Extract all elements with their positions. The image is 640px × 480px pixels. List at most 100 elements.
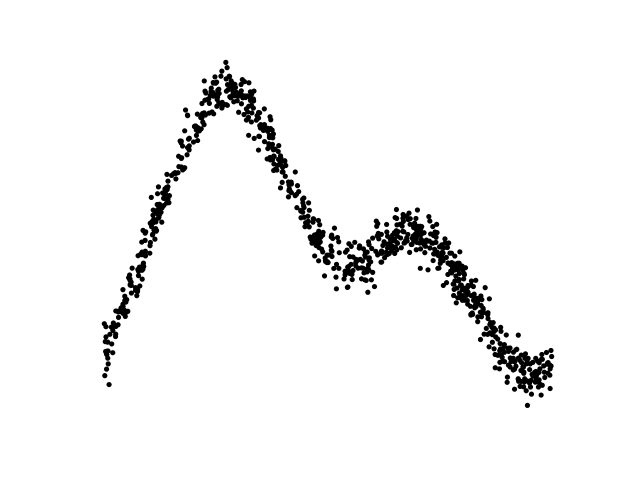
scatter-point	[158, 209, 164, 215]
scatter-point	[414, 207, 421, 213]
scatter-point	[105, 339, 111, 345]
scatter-point	[306, 224, 312, 230]
scatter-point	[152, 236, 158, 242]
scatter-point	[373, 218, 379, 224]
scatter-point	[539, 382, 545, 388]
scatter-point	[462, 288, 468, 294]
scatter-point	[511, 386, 518, 392]
scatter-point	[316, 244, 322, 251]
scatter-point	[430, 223, 436, 230]
scatter-point	[413, 247, 419, 253]
scatter-point	[173, 176, 179, 182]
scatter-point	[452, 253, 458, 259]
scatter-point	[113, 323, 119, 329]
scatter-point	[346, 263, 352, 270]
scatter-point	[185, 136, 192, 142]
scatter-point	[247, 89, 254, 95]
scatter-point	[316, 258, 322, 264]
scatter-point	[154, 210, 160, 217]
scatter-point	[405, 216, 411, 223]
scatter-point	[462, 265, 469, 271]
scatter-point	[544, 361, 550, 367]
scatter-point	[336, 239, 342, 245]
scatter-point	[347, 270, 353, 277]
scatter-point	[110, 350, 116, 356]
scatter-point	[271, 161, 277, 167]
scatter-point	[193, 123, 199, 129]
scatter-point	[457, 249, 463, 255]
scatter-point	[292, 169, 298, 175]
scatter-point	[210, 93, 217, 99]
scatter-point	[115, 314, 122, 320]
scatter-point	[278, 162, 284, 168]
scatter-point	[163, 200, 170, 206]
scatter-point	[294, 205, 300, 211]
scatter-point	[349, 276, 355, 283]
scatter-point	[274, 167, 280, 173]
scatter-point	[498, 324, 504, 330]
scatter-point	[468, 278, 475, 284]
scatter-point	[425, 267, 431, 273]
scatter-point	[485, 315, 491, 322]
scatter-point	[413, 226, 419, 232]
scatter-point	[348, 243, 354, 250]
scatter-point	[248, 119, 254, 125]
scatter-point	[184, 112, 191, 118]
scatter-point	[430, 257, 436, 264]
scatter-point	[331, 225, 338, 231]
scatter-point	[515, 355, 521, 361]
scatter-point	[549, 353, 555, 360]
scatter-point	[320, 249, 326, 255]
scatter-point	[106, 381, 112, 388]
scatter-point	[426, 214, 432, 220]
scatter-point	[210, 80, 217, 86]
scatter-point	[499, 358, 506, 364]
scatter-point	[384, 221, 390, 228]
scatter-point	[535, 358, 541, 365]
scatter-point	[195, 128, 201, 134]
scatter-point	[103, 366, 110, 372]
scatter-point	[153, 219, 159, 225]
scatter-point	[279, 169, 285, 175]
scatter-point	[363, 277, 369, 284]
scatter-point	[366, 242, 372, 248]
scatter-point	[380, 242, 386, 249]
scatter-point	[324, 259, 330, 266]
scatter-point	[421, 242, 427, 248]
scatter-point	[236, 109, 242, 115]
scatter-point	[461, 276, 467, 282]
scatter-point	[518, 359, 525, 366]
scatter-point	[368, 277, 374, 283]
scatter-point	[507, 364, 513, 370]
scatter-point	[248, 102, 255, 108]
scatter-point	[477, 336, 484, 343]
scatter-point	[490, 325, 496, 331]
scatter-point	[164, 186, 170, 193]
scatter-point	[470, 283, 476, 290]
scatter-point	[202, 112, 208, 118]
scatter-point	[212, 74, 218, 80]
scatter-point	[300, 203, 307, 209]
scatter-point	[134, 293, 140, 299]
scatter-point	[541, 369, 547, 375]
scatter-point	[150, 207, 156, 213]
scatter-point	[247, 95, 254, 101]
scatter-point	[495, 336, 501, 342]
scatter-point	[452, 267, 458, 273]
scatter-point	[227, 94, 233, 100]
scatter-point	[445, 271, 451, 278]
scatter-point	[204, 97, 210, 103]
scatter-point	[432, 246, 438, 252]
scatter-point	[251, 135, 257, 141]
scatter-point	[306, 200, 312, 206]
scatter-point	[184, 144, 191, 151]
scatter-point	[455, 295, 461, 301]
scatter-point	[271, 153, 277, 159]
scatter-point	[199, 100, 205, 107]
scatter-point	[161, 195, 167, 201]
scatter-point	[140, 262, 146, 268]
scatter-point	[135, 273, 142, 279]
scatter-point	[439, 244, 445, 250]
scatter-point	[542, 374, 548, 381]
scatter-point	[249, 110, 255, 116]
